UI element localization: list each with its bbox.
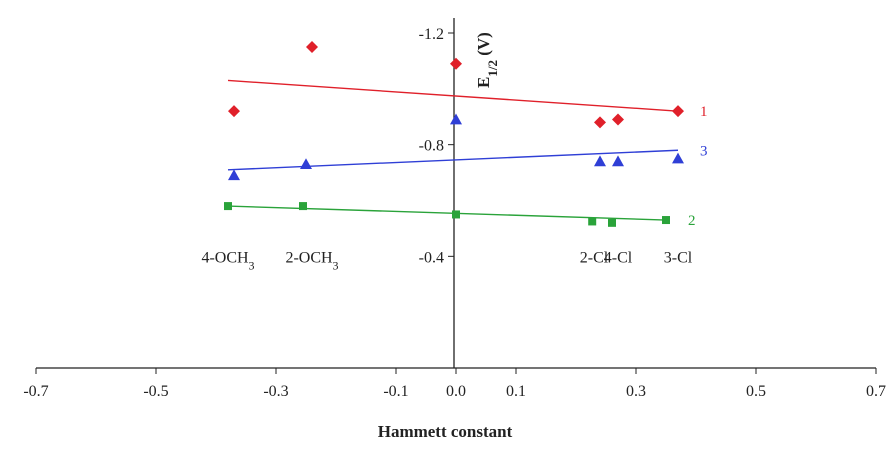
substituent-label-main: 2-Cl (580, 249, 609, 266)
x-tick-label: 0.5 (746, 383, 766, 400)
series-label-2: 2 (688, 213, 696, 229)
data-point-series-1 (306, 40, 318, 53)
data-point-series-1 (450, 57, 462, 70)
substituent-label: 2-OCH3 (285, 249, 338, 272)
series-label-3: 3 (700, 143, 708, 159)
x-tick-label: 0.3 (626, 383, 646, 400)
x-tick-label: -0.3 (263, 383, 288, 400)
substituent-label: 4-OCH3 (201, 249, 254, 272)
data-point-series-2 (224, 202, 232, 211)
fit-line-series-2 (227, 205, 667, 221)
x-tick-label: 0.1 (506, 383, 526, 400)
data-point-series-2 (662, 216, 670, 225)
data-point-series-1 (672, 105, 684, 118)
data-point-series-2 (608, 218, 616, 227)
series-label-1: 1 (700, 104, 708, 120)
x-tick-label: 0.7 (866, 383, 886, 400)
y-tick-label: -0.4 (419, 249, 444, 266)
y-axis-title-main: E (474, 77, 493, 88)
substituent-label-main: 4-Cl (604, 249, 633, 266)
data-point-series-2 (452, 210, 460, 219)
x-tick-label: -0.5 (143, 383, 168, 400)
data-point-series-2 (299, 202, 307, 211)
substituent-label-subscript: 3 (249, 258, 255, 272)
y-axis-title: E1/2 (V) (474, 32, 500, 88)
fit-line-series-1 (227, 79, 679, 112)
x-tick-label: 0.0 (446, 383, 466, 400)
data-point-series-1 (612, 113, 624, 126)
substituent-label: 2-Cl (580, 249, 609, 266)
fit-line-series-3 (227, 149, 679, 171)
substituent-label-subscript: 3 (333, 258, 339, 272)
y-axis-title-unit: (V) (474, 32, 493, 60)
data-point-series-1 (228, 105, 240, 118)
x-axis-title: Hammett constant (378, 422, 513, 441)
substituent-label-main: 3-Cl (664, 249, 693, 266)
data-point-series-3 (228, 169, 240, 181)
axes: -0.7 -0.5 -0.3 -0.1 0.0 0.1 0.3 0.5 0.7 -1.2 -0.8 -… (23, 18, 886, 441)
data-point-series-3 (612, 155, 624, 167)
data-point-series-3 (300, 158, 312, 170)
data-point-series-3 (672, 152, 684, 164)
data-point-series-2 (588, 217, 597, 226)
x-tick-label: -0.7 (23, 383, 48, 400)
substituent-label-main: 2-OCH (285, 249, 333, 266)
y-tick-label: -0.8 (419, 138, 444, 155)
substituent-label-main: 4-OCH (201, 249, 249, 266)
substituent-label: 4-Cl (604, 249, 633, 266)
y-tick-label: -1.2 (419, 26, 444, 43)
substituent-label: 3-Cl (664, 249, 693, 266)
data-point-series-1 (594, 116, 606, 129)
y-axis-title-subscript: 1/2 (485, 60, 500, 77)
fit-lines (227, 79, 679, 221)
data-point-series-3 (450, 113, 462, 125)
x-tick-label: -0.1 (383, 383, 408, 400)
data-point-series-3 (594, 155, 606, 167)
data-points (224, 40, 684, 227)
